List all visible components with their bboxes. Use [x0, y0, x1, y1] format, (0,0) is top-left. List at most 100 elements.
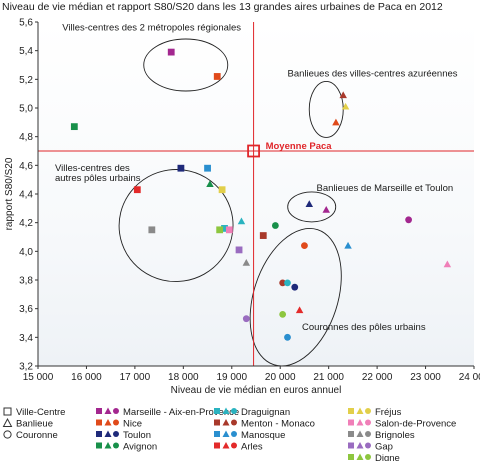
legend-swatch-triangle [356, 407, 364, 414]
data-point [237, 217, 246, 225]
legend-marker-type-label: Banlieue [16, 419, 53, 430]
reference-marker [247, 144, 260, 158]
legend-swatch-circle [231, 419, 237, 426]
y-tick-label: 3,4 [19, 333, 33, 344]
data-point [70, 123, 78, 131]
data-points [70, 48, 452, 341]
data-point [235, 246, 243, 254]
legend-area-label: Nice [123, 419, 142, 430]
legend-swatch-square [96, 442, 102, 449]
legend-swatch-circle [113, 408, 119, 414]
legend-area-label: Menton - Monaco [241, 419, 315, 430]
y-tick-label: 5,0 [19, 104, 33, 115]
legend-swatch-triangle [222, 442, 230, 449]
legend-swatch-triangle [104, 430, 112, 437]
legend-area-label: Avignon [123, 442, 157, 453]
legend-swatch-square [96, 419, 102, 426]
legend-swatch-circle [365, 431, 371, 437]
data-point [271, 222, 279, 229]
data-point [242, 315, 250, 323]
data-point [284, 279, 291, 287]
annotation-label: Couronnes des pôles urbains [302, 322, 426, 333]
annotation-label: autres pôles urbains [55, 173, 141, 184]
data-point [305, 200, 314, 208]
x-tick-label: 20 000 [265, 372, 296, 383]
reference-lines: Moyenne Paca [38, 22, 474, 366]
group-ellipse-5 [249, 227, 342, 367]
legend-area-label: Digne [375, 453, 400, 461]
y-tick-label: 3,2 [19, 362, 33, 373]
legend-swatch-triangle [222, 430, 230, 437]
legend-swatch-triangle [222, 407, 230, 414]
legend-swatch-square [96, 408, 102, 414]
axes: 15 000 16 000 17 000 18 000 19 000 20 000 21 0… [4, 18, 480, 397]
data-point [204, 164, 211, 172]
legend-swatch-square [214, 419, 220, 426]
data-point [291, 283, 299, 291]
x-axis-label: Niveau de vie médian en euros annuel [171, 385, 342, 396]
y-axis-label: rapport S80/S20 [4, 157, 15, 230]
legend-swatch-circle [365, 442, 371, 449]
legend-swatch-circle [231, 408, 237, 414]
legend-swatch-square [348, 419, 354, 426]
data-point [218, 186, 226, 194]
legend-swatch-square [348, 454, 354, 460]
legend-shape-triangle [2, 417, 13, 427]
legend-shape-circle [3, 430, 12, 439]
legend-marker-type-label: Ville-Centre [16, 407, 65, 418]
data-point [177, 164, 185, 172]
data-point [167, 48, 175, 56]
x-tick-label: 16 000 [71, 372, 102, 383]
legend-area-label: Brignoles [375, 430, 415, 441]
x-tick-label: 22 000 [362, 372, 393, 383]
y-tick-label: 5,2 [19, 75, 33, 86]
y-tick-label: 4,2 [19, 218, 33, 229]
x-tick-label: 23 000 [410, 372, 441, 383]
legend-swatch-square [214, 442, 220, 449]
y-tick-label: 4,0 [19, 247, 33, 258]
data-point [279, 279, 287, 287]
legend-swatch-triangle [222, 419, 230, 426]
x-tick-label: 24 000 [459, 372, 480, 383]
legend-area-label: Fréjus [375, 407, 402, 418]
legend-swatch-square [348, 431, 354, 437]
legend-swatch-square [214, 408, 220, 414]
chart-title: Niveau de vie médian et rapport S80/S20 … [2, 1, 443, 13]
y-tick-label: 4,8 [19, 132, 33, 143]
x-tick-label: 15 000 [23, 372, 54, 383]
legend-marker-type-label: Couronne [16, 430, 58, 441]
legend-swatch-square [214, 431, 220, 437]
data-point [443, 260, 452, 268]
annotations: Villes-centres des 2 métropoles régional… [55, 23, 458, 334]
legend-swatch-triangle [356, 453, 364, 460]
legend-area-label: Arles [241, 442, 263, 453]
legend-swatch-square [348, 408, 354, 414]
legend-swatch-square [96, 431, 102, 437]
annotation-label: Banlieues des villes-centres azuréennes [287, 68, 457, 79]
data-point [148, 226, 156, 234]
legend-swatch-circle [113, 419, 119, 426]
data-point [216, 226, 224, 234]
legend-area-label: Toulon [123, 430, 151, 441]
data-point [213, 73, 221, 80]
data-point [133, 186, 141, 194]
group-ellipse-3 [118, 169, 234, 283]
legend-swatch-triangle [104, 419, 112, 426]
data-point [279, 311, 287, 318]
y-tick-label: 4,6 [19, 161, 33, 172]
data-point [225, 226, 233, 234]
data-point [295, 306, 304, 314]
legend-swatch-triangle [356, 430, 364, 437]
legend-area-label: Draguignan [241, 407, 290, 418]
data-point [206, 180, 214, 187]
legend-shape-square [3, 407, 12, 416]
legend-swatch-triangle [104, 442, 112, 449]
data-point [341, 102, 350, 110]
legend-swatch-circle [113, 431, 119, 437]
legend-swatch-circle [231, 442, 237, 449]
y-tick-label: 4,4 [19, 190, 33, 201]
legend-swatch-triangle [104, 407, 112, 414]
y-tick-label: 3,8 [19, 276, 33, 287]
data-point [301, 242, 308, 250]
